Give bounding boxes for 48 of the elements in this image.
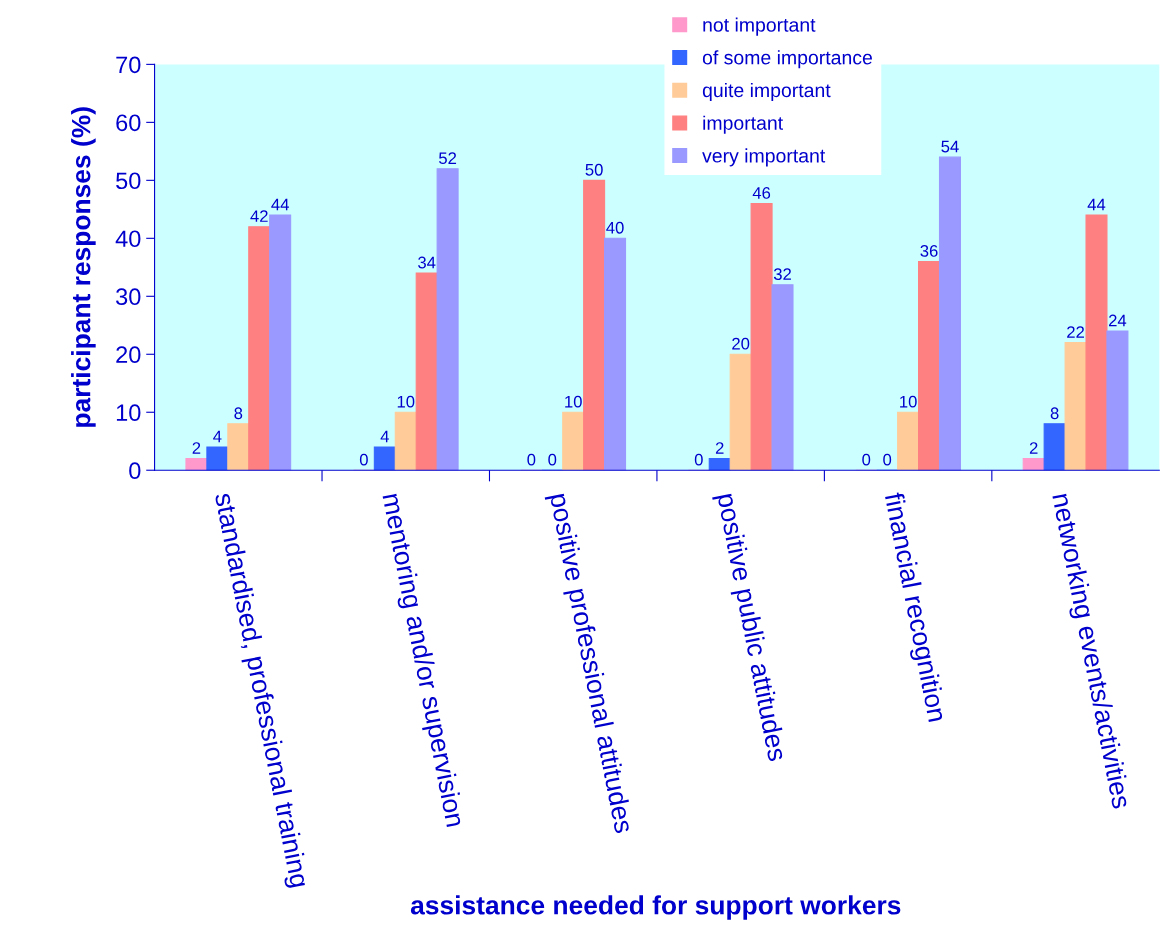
data-label: 20 xyxy=(732,337,750,350)
legend-label: not important xyxy=(703,17,816,36)
data-label: 42 xyxy=(250,210,268,222)
x-tick-label: positive public attitudes xyxy=(712,492,788,763)
data-label: 2 xyxy=(192,442,201,454)
y-tick-label: 40 xyxy=(115,230,141,248)
data-label: 2 xyxy=(1029,442,1038,454)
data-label: 4 xyxy=(380,430,389,443)
y-tick-label: 60 xyxy=(116,114,141,132)
data-label: 50 xyxy=(585,163,603,176)
data-label: 54 xyxy=(941,140,959,153)
y-tick-label: 0 xyxy=(129,462,141,480)
data-label: 0 xyxy=(694,453,703,466)
data-label: 0 xyxy=(862,453,871,466)
data-label: 34 xyxy=(418,256,436,269)
x-tick-label: mentoring and/or supervision xyxy=(377,492,466,829)
data-label: 2 xyxy=(715,442,724,454)
legend-label: very important xyxy=(702,148,826,167)
y-tick-label: 10 xyxy=(116,404,141,422)
data-label: 0 xyxy=(883,453,892,466)
data-label: 44 xyxy=(271,198,289,211)
y-tick-label: 50 xyxy=(116,172,141,190)
data-label: 10 xyxy=(900,395,917,408)
data-label: 32 xyxy=(773,268,791,281)
data-label: 0 xyxy=(359,453,368,466)
data-label: 0 xyxy=(548,453,557,466)
data-label: 52 xyxy=(439,152,457,165)
x-axis-title: assistance needed for support workers xyxy=(410,895,901,920)
data-label: 8 xyxy=(234,407,243,420)
data-label: 4 xyxy=(213,430,222,443)
data-label: 36 xyxy=(920,245,938,257)
data-label: 22 xyxy=(1067,326,1084,338)
legend-label: important xyxy=(703,115,783,134)
y-tick-label: 20 xyxy=(116,346,141,364)
data-label: 10 xyxy=(565,395,582,408)
y-tick-label: 70 xyxy=(116,56,141,74)
data-label: 40 xyxy=(606,221,624,234)
data-label: 8 xyxy=(1050,407,1059,420)
x-tick-label: financial recognition xyxy=(879,491,948,724)
data-label: 24 xyxy=(1109,314,1127,327)
y-axis-title: participant responses (%) xyxy=(71,107,96,427)
legend-label: quite important xyxy=(702,82,831,102)
data-label: 46 xyxy=(752,187,771,199)
data-label: 0 xyxy=(527,453,536,466)
y-tick-label: 30 xyxy=(116,288,141,306)
data-label: 44 xyxy=(1087,198,1106,211)
data-label: 10 xyxy=(397,395,415,408)
legend-label: of some importance xyxy=(702,50,872,69)
